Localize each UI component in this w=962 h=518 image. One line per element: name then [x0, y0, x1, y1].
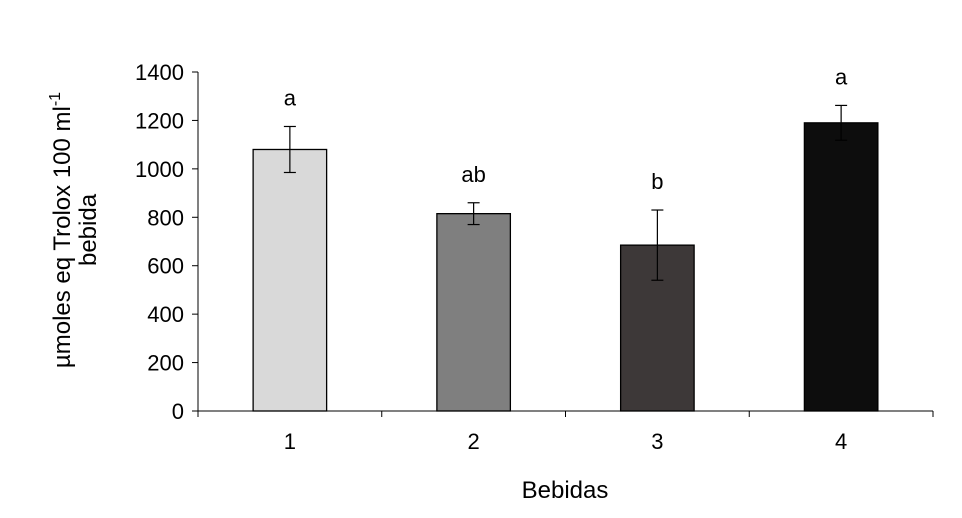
bar-2 — [436, 213, 512, 412]
y-tick-label: 400 — [147, 302, 184, 327]
y-axis-title: µmoles eq Trolox 100 ml-1 bebida — [47, 92, 102, 368]
y-tick-label: 1000 — [135, 157, 184, 182]
y-tick-label: 0 — [172, 399, 184, 424]
x-tick-label-2: 2 — [468, 429, 480, 454]
significance-label-3: b — [651, 169, 663, 194]
x-axis-title: Bebidas — [522, 477, 609, 504]
y-axis-title-line1: µmoles eq Trolox 100 ml-1 — [47, 92, 76, 368]
significance-label-1: a — [284, 85, 297, 110]
x-tick-label-1: 1 — [284, 429, 296, 454]
x-tick-label-4: 4 — [835, 429, 847, 454]
y-tick-label: 1200 — [135, 108, 184, 133]
y-axis-title-line2: bebida — [75, 193, 102, 266]
bar-1 — [252, 148, 328, 412]
y-tick-label: 600 — [147, 254, 184, 279]
x-tick-label-3: 3 — [651, 429, 663, 454]
significance-label-4: a — [835, 64, 848, 89]
y-tick-label: 1400 — [135, 60, 184, 85]
bar-4 — [803, 122, 879, 412]
y-tick-label: 800 — [147, 205, 184, 230]
bar-3 — [619, 244, 695, 412]
y-tick-label: 200 — [147, 351, 184, 376]
significance-label-2: ab — [461, 162, 485, 187]
